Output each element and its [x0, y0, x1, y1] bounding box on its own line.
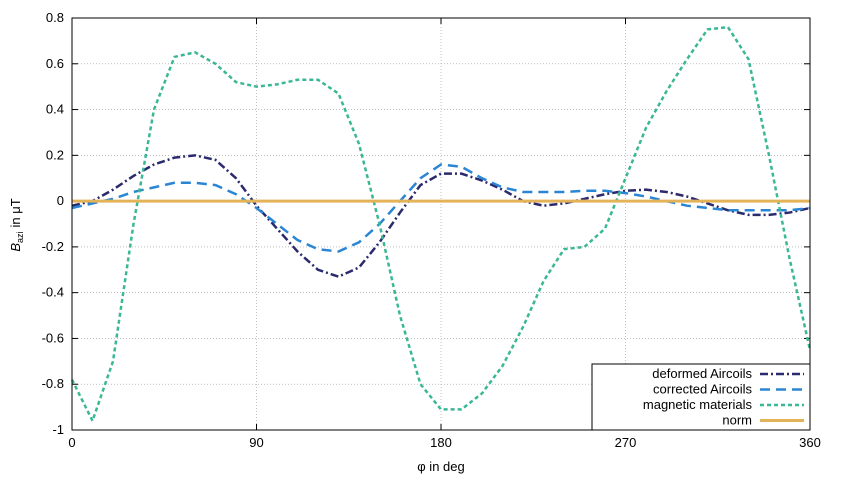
- series-line: [71, 163, 811, 253]
- legend-label: deformed Aircoils: [652, 366, 752, 381]
- x-tick-label: 270: [615, 435, 637, 450]
- y-tick-label: -1: [52, 422, 64, 437]
- plot-border: [71, 17, 811, 431]
- y-tick-label: 0: [57, 193, 64, 208]
- x-tick-label: 180: [430, 435, 452, 450]
- y-axis-label: Bazi in μT: [8, 198, 25, 251]
- series-line: [70, 25, 812, 425]
- y-tick-label: 0.8: [46, 10, 64, 25]
- x-tick-label: 360: [799, 435, 821, 450]
- x-tick-label: 0: [68, 435, 75, 450]
- y-tick-label: -0.6: [42, 330, 64, 345]
- legend-label: corrected Aircoils: [653, 382, 752, 397]
- legend-label: magnetic materials: [643, 397, 753, 412]
- y-label-rest: in μT: [8, 198, 23, 227]
- y-tick-label: 0.2: [46, 147, 64, 162]
- y-tick-label: 0.6: [46, 56, 64, 71]
- y-tick-label: 0.4: [46, 102, 64, 117]
- legend-label: norm: [722, 413, 752, 428]
- y-label-subscript: azi: [15, 231, 25, 243]
- y-tick-label: -0.8: [42, 376, 64, 391]
- y-label-symbol: B: [8, 243, 23, 252]
- y-tick-label: -0.4: [42, 285, 64, 300]
- series-line: [71, 154, 811, 278]
- x-tick-label: 90: [249, 435, 263, 450]
- x-axis-label: φ in deg: [417, 459, 464, 474]
- y-tick-label: -0.2: [42, 239, 64, 254]
